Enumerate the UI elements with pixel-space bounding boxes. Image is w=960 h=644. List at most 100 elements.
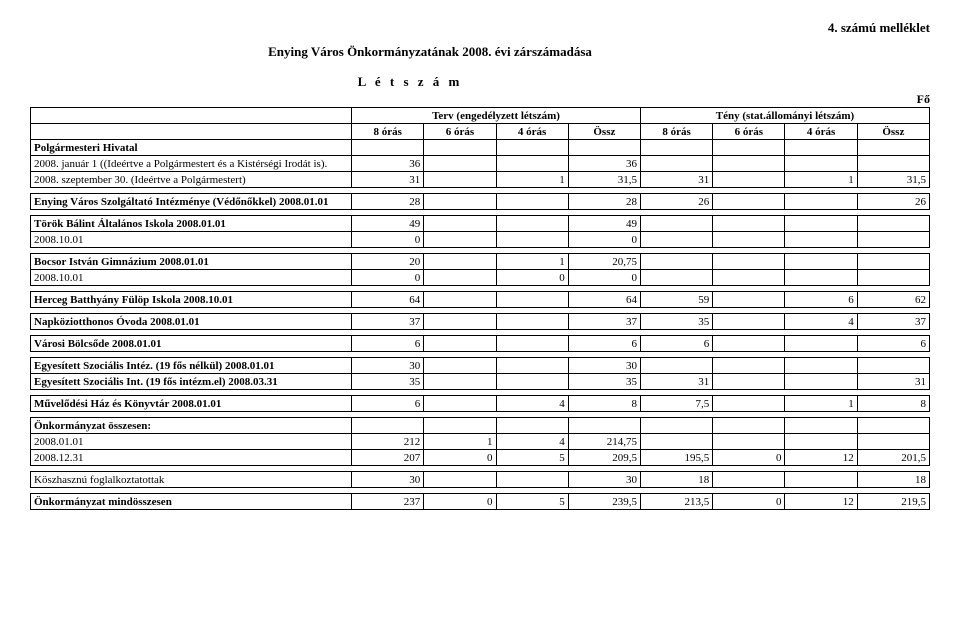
cell-value bbox=[424, 418, 496, 434]
cell-value bbox=[857, 232, 929, 248]
table-row: Napköziotthonos Óvoda 2008.01.0137373543… bbox=[31, 314, 930, 330]
cell-value bbox=[424, 358, 496, 374]
table-row: Városi Bölcsőde 2008.01.016666 bbox=[31, 336, 930, 352]
cell-value: 12 bbox=[785, 450, 857, 466]
cell-value bbox=[713, 156, 785, 172]
cell-value bbox=[857, 418, 929, 434]
cell-value: 31 bbox=[640, 374, 712, 390]
cell-value bbox=[857, 254, 929, 270]
cell-value bbox=[568, 140, 640, 156]
cell-value: 239,5 bbox=[568, 494, 640, 510]
cell-value bbox=[640, 232, 712, 248]
cell-value bbox=[857, 270, 929, 286]
cell-value: 12 bbox=[785, 494, 857, 510]
row-label: Önkormányzat összesen: bbox=[31, 418, 352, 434]
col-ossz-2: Össz bbox=[857, 124, 929, 140]
col-ossz-1: Össz bbox=[568, 124, 640, 140]
cell-value bbox=[785, 216, 857, 232]
cell-value: 0 bbox=[424, 450, 496, 466]
cell-value: 219,5 bbox=[857, 494, 929, 510]
cell-value: 62 bbox=[857, 292, 929, 308]
cell-value bbox=[424, 396, 496, 412]
cell-value: 35 bbox=[568, 374, 640, 390]
cell-value: 30 bbox=[568, 472, 640, 488]
cell-value: 59 bbox=[640, 292, 712, 308]
cell-value: 28 bbox=[568, 194, 640, 210]
table-row: 2008. szeptember 30. (Ideértve a Polgárm… bbox=[31, 172, 930, 188]
cell-value bbox=[496, 140, 568, 156]
cell-value bbox=[424, 314, 496, 330]
cell-value bbox=[713, 358, 785, 374]
cell-value bbox=[496, 232, 568, 248]
cell-value bbox=[424, 254, 496, 270]
cell-value: 0 bbox=[568, 232, 640, 248]
cell-value bbox=[424, 194, 496, 210]
table-row: Polgármesteri Hivatal bbox=[31, 140, 930, 156]
cell-value bbox=[496, 472, 568, 488]
cell-value: 31 bbox=[352, 172, 424, 188]
cell-value bbox=[640, 254, 712, 270]
cell-value bbox=[713, 418, 785, 434]
cell-value: 26 bbox=[640, 194, 712, 210]
cell-value: 35 bbox=[640, 314, 712, 330]
cell-value: 0 bbox=[352, 232, 424, 248]
table-row: 2008. január 1 ((Ideértve a Polgármester… bbox=[31, 156, 930, 172]
cell-value: 4 bbox=[496, 434, 568, 450]
cell-value bbox=[496, 358, 568, 374]
cell-value: 18 bbox=[857, 472, 929, 488]
cell-value bbox=[352, 140, 424, 156]
cell-value: 195,5 bbox=[640, 450, 712, 466]
cell-value: 49 bbox=[568, 216, 640, 232]
cell-value: 237 bbox=[352, 494, 424, 510]
cell-value: 1 bbox=[496, 172, 568, 188]
cell-value bbox=[713, 292, 785, 308]
header-group-terv: Terv (engedélyzett létszám) bbox=[352, 108, 641, 124]
cell-value bbox=[713, 140, 785, 156]
cell-value: 37 bbox=[352, 314, 424, 330]
table-row: Egyesített Szociális Int. (19 fős intézm… bbox=[31, 374, 930, 390]
cell-value bbox=[424, 336, 496, 352]
table-row: 2008.01.0121214214,75 bbox=[31, 434, 930, 450]
cell-value bbox=[424, 172, 496, 188]
cell-value bbox=[713, 254, 785, 270]
table-row: 2008.10.01000 bbox=[31, 270, 930, 286]
cell-value bbox=[640, 358, 712, 374]
row-label: Művelődési Ház és Könyvtár 2008.01.01 bbox=[31, 396, 352, 412]
col-8oras-1: 8 órás bbox=[352, 124, 424, 140]
row-label: 2008.12.31 bbox=[31, 450, 352, 466]
cell-value: 1 bbox=[785, 396, 857, 412]
cell-value bbox=[640, 216, 712, 232]
cell-value bbox=[640, 434, 712, 450]
cell-value: 6 bbox=[640, 336, 712, 352]
cell-value: 0 bbox=[713, 450, 785, 466]
cell-value: 7,5 bbox=[640, 396, 712, 412]
cell-value: 30 bbox=[352, 358, 424, 374]
cell-value: 0 bbox=[352, 270, 424, 286]
cell-value bbox=[857, 434, 929, 450]
cell-value bbox=[496, 418, 568, 434]
cell-value: 6 bbox=[785, 292, 857, 308]
cell-value bbox=[496, 314, 568, 330]
table-row: Önkormányzat összesen: bbox=[31, 418, 930, 434]
cell-value bbox=[424, 270, 496, 286]
cell-value bbox=[785, 418, 857, 434]
cell-value bbox=[785, 472, 857, 488]
cell-value bbox=[713, 472, 785, 488]
cell-value: 64 bbox=[352, 292, 424, 308]
cell-value bbox=[785, 434, 857, 450]
row-label: Polgármesteri Hivatal bbox=[31, 140, 352, 156]
cell-value bbox=[424, 216, 496, 232]
cell-value: 209,5 bbox=[568, 450, 640, 466]
cell-value: 8 bbox=[857, 396, 929, 412]
cell-value bbox=[713, 172, 785, 188]
row-label: 2008. január 1 ((Ideértve a Polgármester… bbox=[31, 156, 352, 172]
cell-value: 212 bbox=[352, 434, 424, 450]
cell-value bbox=[785, 358, 857, 374]
row-label: Városi Bölcsőde 2008.01.01 bbox=[31, 336, 352, 352]
col-6oras-1: 6 órás bbox=[424, 124, 496, 140]
cell-value bbox=[857, 156, 929, 172]
cell-value: 31 bbox=[857, 374, 929, 390]
cell-value: 213,5 bbox=[640, 494, 712, 510]
cell-value: 36 bbox=[568, 156, 640, 172]
cell-value bbox=[424, 374, 496, 390]
